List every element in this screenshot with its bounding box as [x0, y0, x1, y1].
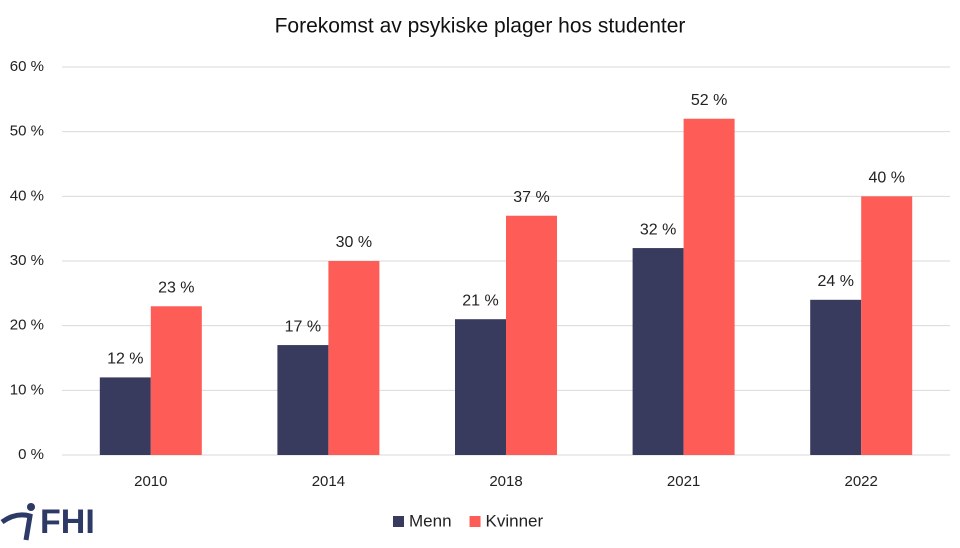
data-label: 23 % — [158, 279, 194, 296]
chart-title: Forekomst av psykiske plager hos student… — [275, 15, 686, 38]
data-label: 24 % — [817, 273, 853, 290]
legend-swatch — [469, 516, 481, 527]
logo-text: FHI — [40, 503, 95, 541]
bar — [99, 377, 151, 455]
logo: FHI — [0, 503, 95, 541]
data-label: 17 % — [285, 318, 321, 335]
y-tick-label: 10 % — [10, 381, 44, 398]
bar — [455, 319, 506, 455]
data-label: 21 % — [462, 292, 498, 309]
y-tick-label: 0 % — [18, 446, 44, 463]
bar — [328, 261, 380, 455]
legend-swatch — [393, 516, 404, 527]
logo-dot — [27, 503, 35, 511]
x-tick-label: 2010 — [134, 473, 167, 490]
data-label: 12 % — [107, 351, 143, 368]
x-tick-label: 2022 — [845, 473, 878, 490]
x-tick-label: 2014 — [312, 473, 345, 490]
y-tick-label: 50 % — [10, 123, 44, 140]
x-tick-label: 2018 — [489, 473, 522, 490]
bar — [150, 306, 202, 455]
data-label: 52 % — [691, 92, 727, 109]
bar — [506, 215, 557, 455]
y-tick-label: 60 % — [10, 58, 44, 75]
y-tick-label: 30 % — [10, 252, 44, 269]
data-label: 40 % — [868, 170, 904, 187]
bar — [861, 196, 913, 456]
bar — [632, 248, 684, 455]
bar — [810, 299, 862, 455]
data-label: 37 % — [513, 189, 549, 206]
y-tick-label: 20 % — [10, 317, 44, 334]
x-tick-label: 2021 — [667, 473, 700, 490]
y-tick-label: 40 % — [10, 187, 44, 204]
data-label: 32 % — [640, 221, 676, 238]
legend-label: Menn — [409, 511, 452, 530]
legend-label: Kvinner — [486, 511, 544, 530]
bar — [277, 345, 329, 455]
bar — [683, 118, 735, 455]
data-label: 30 % — [336, 234, 372, 251]
logo-icon — [0, 512, 33, 541]
